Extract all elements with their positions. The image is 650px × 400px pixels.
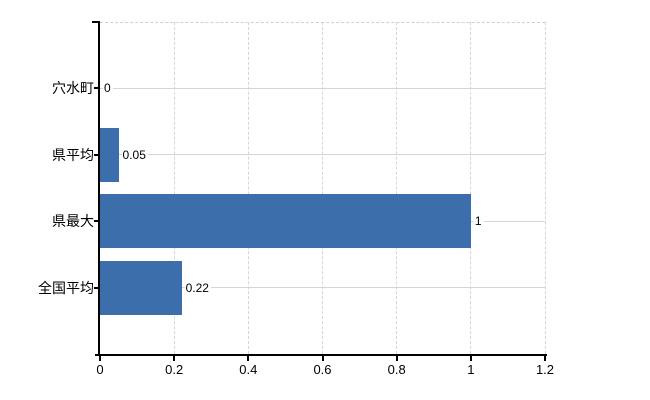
x-tick	[321, 356, 324, 361]
x-tick	[247, 356, 250, 361]
bar-value-label: 0	[103, 81, 113, 96]
x-axis-line	[95, 354, 547, 356]
x-tick	[99, 356, 101, 361]
v-gridline	[470, 22, 472, 354]
x-tick-label: 1.2	[535, 362, 555, 377]
bar	[100, 260, 182, 315]
h-gridline	[100, 154, 545, 156]
x-tick-label: 0.6	[313, 362, 332, 377]
bar-value-label: 1	[473, 214, 484, 229]
bar	[100, 127, 119, 182]
x-tick	[544, 356, 546, 361]
x-tick-label: 1	[467, 362, 475, 377]
y-tick	[94, 220, 100, 223]
x-tick-label: 0.8	[387, 362, 406, 377]
y-tick	[94, 153, 100, 156]
bar-value-label: 0.05	[121, 147, 148, 162]
y-tick	[94, 286, 100, 289]
v-gridline	[173, 22, 175, 354]
v-gridline	[396, 22, 398, 354]
bar-value-label: 0.22	[184, 280, 211, 295]
category-label: 県平均	[52, 146, 94, 163]
x-tick	[395, 356, 398, 361]
v-gridline	[247, 22, 249, 354]
bar	[100, 194, 471, 249]
v-gridline	[544, 22, 546, 354]
x-tick-label: 0	[96, 362, 104, 377]
x-tick	[469, 356, 472, 361]
h-gridline	[100, 287, 545, 289]
x-tick	[173, 356, 176, 361]
category-label: 県最大	[52, 213, 94, 230]
y-tick	[94, 87, 100, 90]
v-gridline	[322, 22, 323, 354]
x-tick-label: 0.2	[165, 362, 184, 377]
category-label: 穴水町	[52, 80, 94, 97]
y-axis-line	[98, 22, 100, 356]
y-axis-top-tick	[92, 21, 100, 23]
h-gridline	[100, 87, 545, 89]
category-label: 全国平均	[38, 279, 94, 296]
x-tick-label: 0.4	[239, 362, 258, 377]
plot-top-border	[100, 22, 545, 23]
